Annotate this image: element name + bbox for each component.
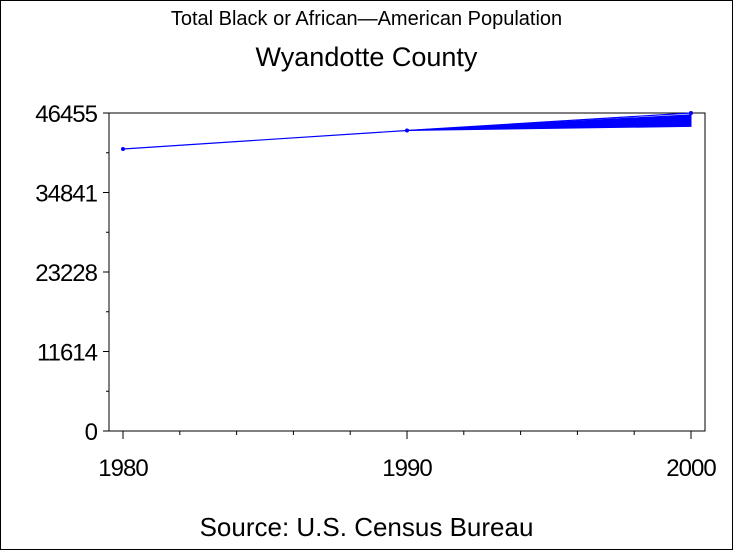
y-tick-label: 46455 — [35, 101, 97, 128]
chart-title: Total Black or African—American Populati… — [170, 8, 563, 30]
data-point — [689, 111, 693, 115]
y-tick-label: 23228 — [35, 260, 97, 287]
chart-source: Source: U.S. Census Bureau — [199, 512, 534, 542]
x-tick-label: 1980 — [98, 455, 148, 482]
x-tick-label: 1990 — [382, 455, 432, 482]
data-point — [405, 128, 409, 133]
y-tick-label: 34841 — [35, 181, 97, 208]
chart-subtitle: Wyandotte County — [255, 42, 478, 72]
y-tick-label: 11614 — [37, 339, 98, 366]
plot-area — [108, 112, 706, 432]
x-tick-label: 2000 — [666, 455, 716, 482]
y-tick-label: 0 — [85, 419, 98, 446]
data-point — [121, 146, 125, 151]
